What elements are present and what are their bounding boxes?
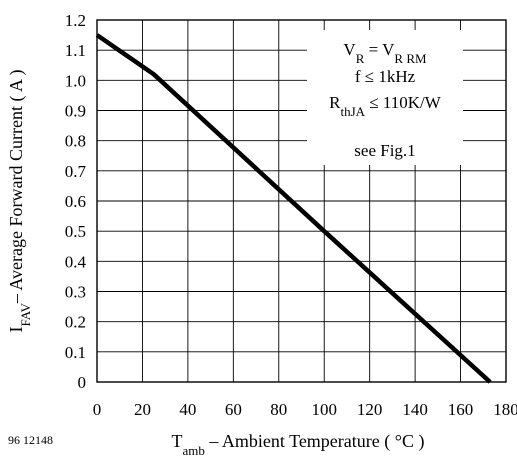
- x-tick-label: 40: [179, 400, 196, 419]
- x-tick-label: 140: [402, 400, 428, 419]
- annotation-frequency: f ≤ 1kHz: [355, 67, 416, 86]
- x-tick-label: 0: [93, 400, 102, 419]
- y-tick-labels: 0 0.1 0.2 0.3 0.4 0.5 0.6 0.7 0.8 0.9 1.0 1.1 1.2: [65, 11, 87, 392]
- annotation-vr: VR = VR RM: [343, 40, 427, 66]
- y-tick-label: 1.2: [65, 11, 86, 30]
- series-line: [95, 33, 492, 384]
- y-tick-label: 0.3: [65, 283, 86, 302]
- annotation-background: [307, 30, 463, 165]
- x-tick-label: 120: [357, 400, 383, 419]
- x-tick-labels: 0 20 40 60 80 100 120 140 160 180: [93, 400, 517, 419]
- y-tick-label: 0.8: [65, 132, 86, 151]
- x-tick-label: 100: [311, 400, 337, 419]
- y-tick-label: 1.0: [65, 71, 86, 90]
- plot-frame: [96, 19, 507, 383]
- y-tick-label: 0.5: [65, 222, 86, 241]
- y-tick-label: 0.7: [65, 162, 87, 181]
- y-tick-label: 0.4: [65, 252, 87, 271]
- annotation-box: VR = VR RM f ≤ 1kHz RthJA ≤ 110K/W see F…: [307, 30, 463, 165]
- y-tick-label: 0.9: [65, 102, 86, 121]
- figure-id: 96 12148: [8, 433, 53, 447]
- y-tick-label: 1.1: [65, 41, 86, 60]
- x-tick-label: 20: [134, 400, 151, 419]
- y-tick-label: 0.2: [65, 313, 86, 332]
- y-tick-label: 0.6: [65, 192, 86, 211]
- y-tick-label: 0.1: [65, 343, 86, 362]
- x-tick-label: 180: [493, 400, 517, 419]
- x-tick-label: 60: [225, 400, 242, 419]
- series-layer: [95, 33, 492, 384]
- x-tick-label: 160: [448, 400, 474, 419]
- y-tick-label: 0: [78, 373, 87, 392]
- y-axis-title: IFAV– Average Forward Current ( A ): [6, 70, 33, 333]
- annotation-see-fig: see Fig.1: [354, 141, 415, 160]
- annotation-thermal-resistance: RthJA ≤ 110K/W: [329, 93, 442, 119]
- x-axis-title: Tamb – Ambient Temperature ( °C ): [172, 431, 425, 456]
- x-tick-label: 80: [270, 400, 287, 419]
